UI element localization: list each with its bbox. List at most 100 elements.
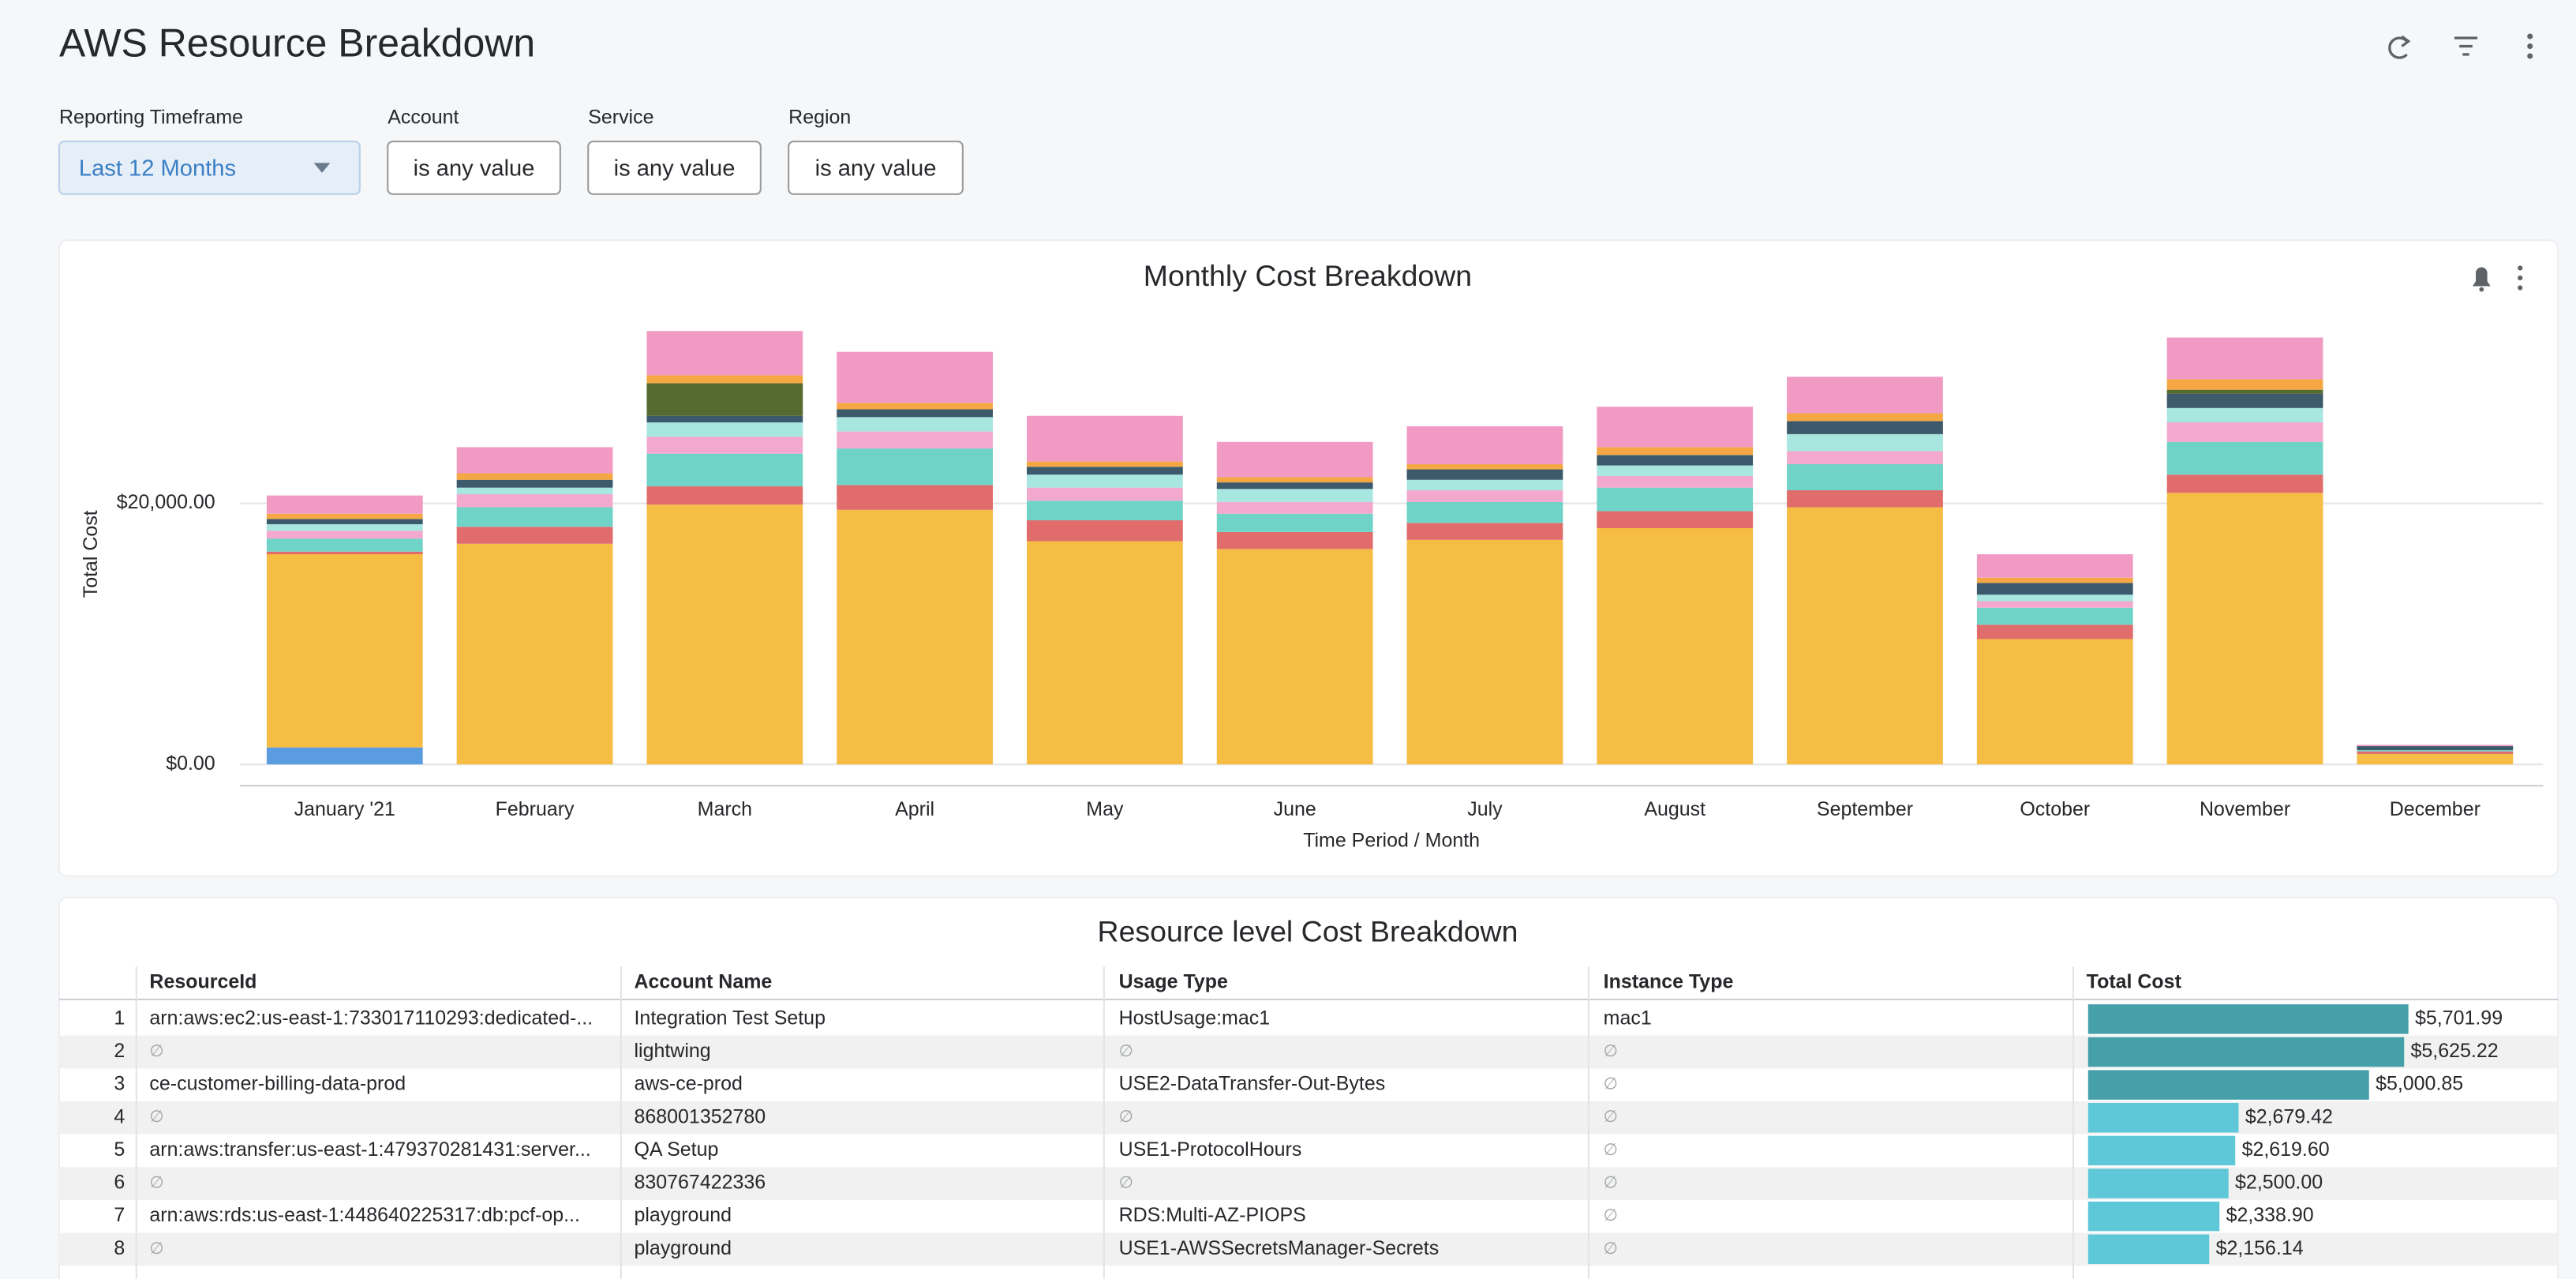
row-index: 2 xyxy=(114,1040,125,1062)
bar-segment xyxy=(1407,480,1563,490)
chart-menu-icon[interactable] xyxy=(2518,265,2522,290)
column-header: Total Cost xyxy=(2087,971,2182,993)
bar-segment xyxy=(1407,470,1563,480)
row-index: 5 xyxy=(114,1138,125,1161)
bar-segment xyxy=(267,538,423,552)
bar-segment xyxy=(1217,442,1373,478)
x-tick-label: October xyxy=(2020,798,2090,820)
table-title: Resource level Cost Breakdown xyxy=(1098,915,1518,948)
bar-segment xyxy=(1977,594,2133,601)
bar-segment xyxy=(457,473,613,479)
bar-segment xyxy=(1407,540,1563,764)
filter-value[interactable]: Last 12 Months xyxy=(79,156,236,181)
bar-segment xyxy=(1407,426,1563,464)
table-cell: QA Setup xyxy=(635,1138,719,1161)
row-index: 3 xyxy=(114,1073,125,1095)
filter-label: Service xyxy=(588,107,653,129)
cost-label: $5,625.22 xyxy=(2411,1040,2499,1062)
cost-bar xyxy=(2088,1070,2369,1099)
x-axis-title: Time Period / Month xyxy=(1303,830,1480,852)
bar-segment xyxy=(2357,745,2513,746)
bar-segment xyxy=(1217,502,1373,514)
column-header: Instance Type xyxy=(1604,971,1734,993)
bar-segment xyxy=(267,748,423,764)
filter-value[interactable]: is any value xyxy=(414,156,535,181)
cost-label: $2,679.42 xyxy=(2245,1105,2333,1127)
x-tick-label: June xyxy=(1274,798,1316,820)
bar-segment xyxy=(1597,528,1753,764)
table-cell: playground xyxy=(635,1237,732,1259)
bar-segment xyxy=(2167,338,2323,380)
bar-segment xyxy=(1217,482,1373,489)
filter-label: Reporting Timeframe xyxy=(59,107,243,129)
table-cell: ce-customer-billing-data-prod xyxy=(149,1073,406,1095)
bar-segment xyxy=(1597,455,1753,465)
bar-segment xyxy=(1027,501,1183,520)
filter-value[interactable]: is any value xyxy=(815,156,937,181)
bar-segment xyxy=(1407,523,1563,539)
table-cell: aws-ce-prod xyxy=(635,1073,743,1095)
bar-segment xyxy=(837,409,993,417)
table-cell: USE2-DataTransfer-Out-Bytes xyxy=(1119,1073,1386,1095)
cost-bar xyxy=(2088,1136,2235,1165)
table-cell: ∅ xyxy=(149,1042,163,1060)
table-cell: arn:aws:ec2:us-east-1:733017110293:dedic… xyxy=(149,1007,593,1029)
bar-segment xyxy=(1787,421,1943,434)
bar-segment xyxy=(2167,394,2323,408)
bar-segment xyxy=(1787,507,1943,764)
bar-segment xyxy=(1027,520,1183,541)
filter-label: Region xyxy=(788,107,851,129)
bar-segment xyxy=(1407,464,1563,470)
bar-segment xyxy=(1977,639,2133,764)
table-cell: USE1-AWSSecretsManager-Secrets xyxy=(1119,1237,1440,1259)
filter-value[interactable]: is any value xyxy=(614,156,736,181)
bar-segment xyxy=(646,504,803,764)
bar-segment xyxy=(2357,750,2513,752)
x-tick-label: November xyxy=(2200,798,2290,820)
table-cell: ∅ xyxy=(1604,1042,1618,1060)
bar-segment xyxy=(1027,541,1183,764)
table-cell: 830767422336 xyxy=(635,1172,766,1194)
bar-segment xyxy=(2167,422,2323,442)
bar-segment xyxy=(2167,379,2323,389)
bar-segment xyxy=(1977,602,2133,608)
table-cell: ∅ xyxy=(1604,1174,1618,1192)
bar-segment xyxy=(646,454,803,486)
bar-segment xyxy=(1597,407,1753,447)
bar-segment xyxy=(837,417,993,431)
cost-bar xyxy=(2088,1103,2239,1132)
table-cell: arn:aws:rds:us-east-1:448640225317:db:pc… xyxy=(149,1204,580,1226)
table-cell: ∅ xyxy=(1119,1174,1133,1192)
row-index: 7 xyxy=(114,1204,125,1226)
table-cell: 868001352780 xyxy=(635,1105,766,1127)
bar-segment xyxy=(1597,488,1753,512)
y-tick-label: $20,000.00 xyxy=(117,491,215,513)
table-cell: lightwing xyxy=(635,1040,711,1062)
x-tick-label: August xyxy=(1644,798,1705,820)
table-cell: Integration Test Setup xyxy=(635,1007,826,1029)
y-axis-title: Total Cost xyxy=(80,510,102,598)
bar-segment xyxy=(646,383,803,415)
bar-segment xyxy=(1217,514,1373,532)
filter-label: Account xyxy=(388,107,459,129)
table-cell: ∅ xyxy=(1604,1206,1618,1225)
bar-segment xyxy=(1787,490,1943,507)
bar-segment xyxy=(1597,511,1753,527)
row-index: 4 xyxy=(114,1105,125,1127)
table-cell: playground xyxy=(635,1204,732,1226)
bar-segment xyxy=(267,554,423,748)
table-cell: RDS:Multi-AZ-PIOPS xyxy=(1119,1204,1306,1226)
x-tick-label: February xyxy=(496,798,575,820)
bar-segment xyxy=(457,527,613,543)
column-header: Account Name xyxy=(635,971,773,993)
column-header: Usage Type xyxy=(1119,971,1228,993)
menu-icon[interactable] xyxy=(2527,34,2533,59)
table-cell: mac1 xyxy=(1604,1007,1652,1029)
cost-bar xyxy=(2088,1235,2209,1264)
bar-segment xyxy=(1407,490,1563,502)
table-cell: arn:aws:transfer:us-east-1:479370281431:… xyxy=(149,1138,590,1161)
cost-label: $5,000.85 xyxy=(2376,1073,2463,1095)
bar-segment xyxy=(1597,466,1753,476)
cost-label: $5,701.99 xyxy=(2415,1007,2503,1029)
